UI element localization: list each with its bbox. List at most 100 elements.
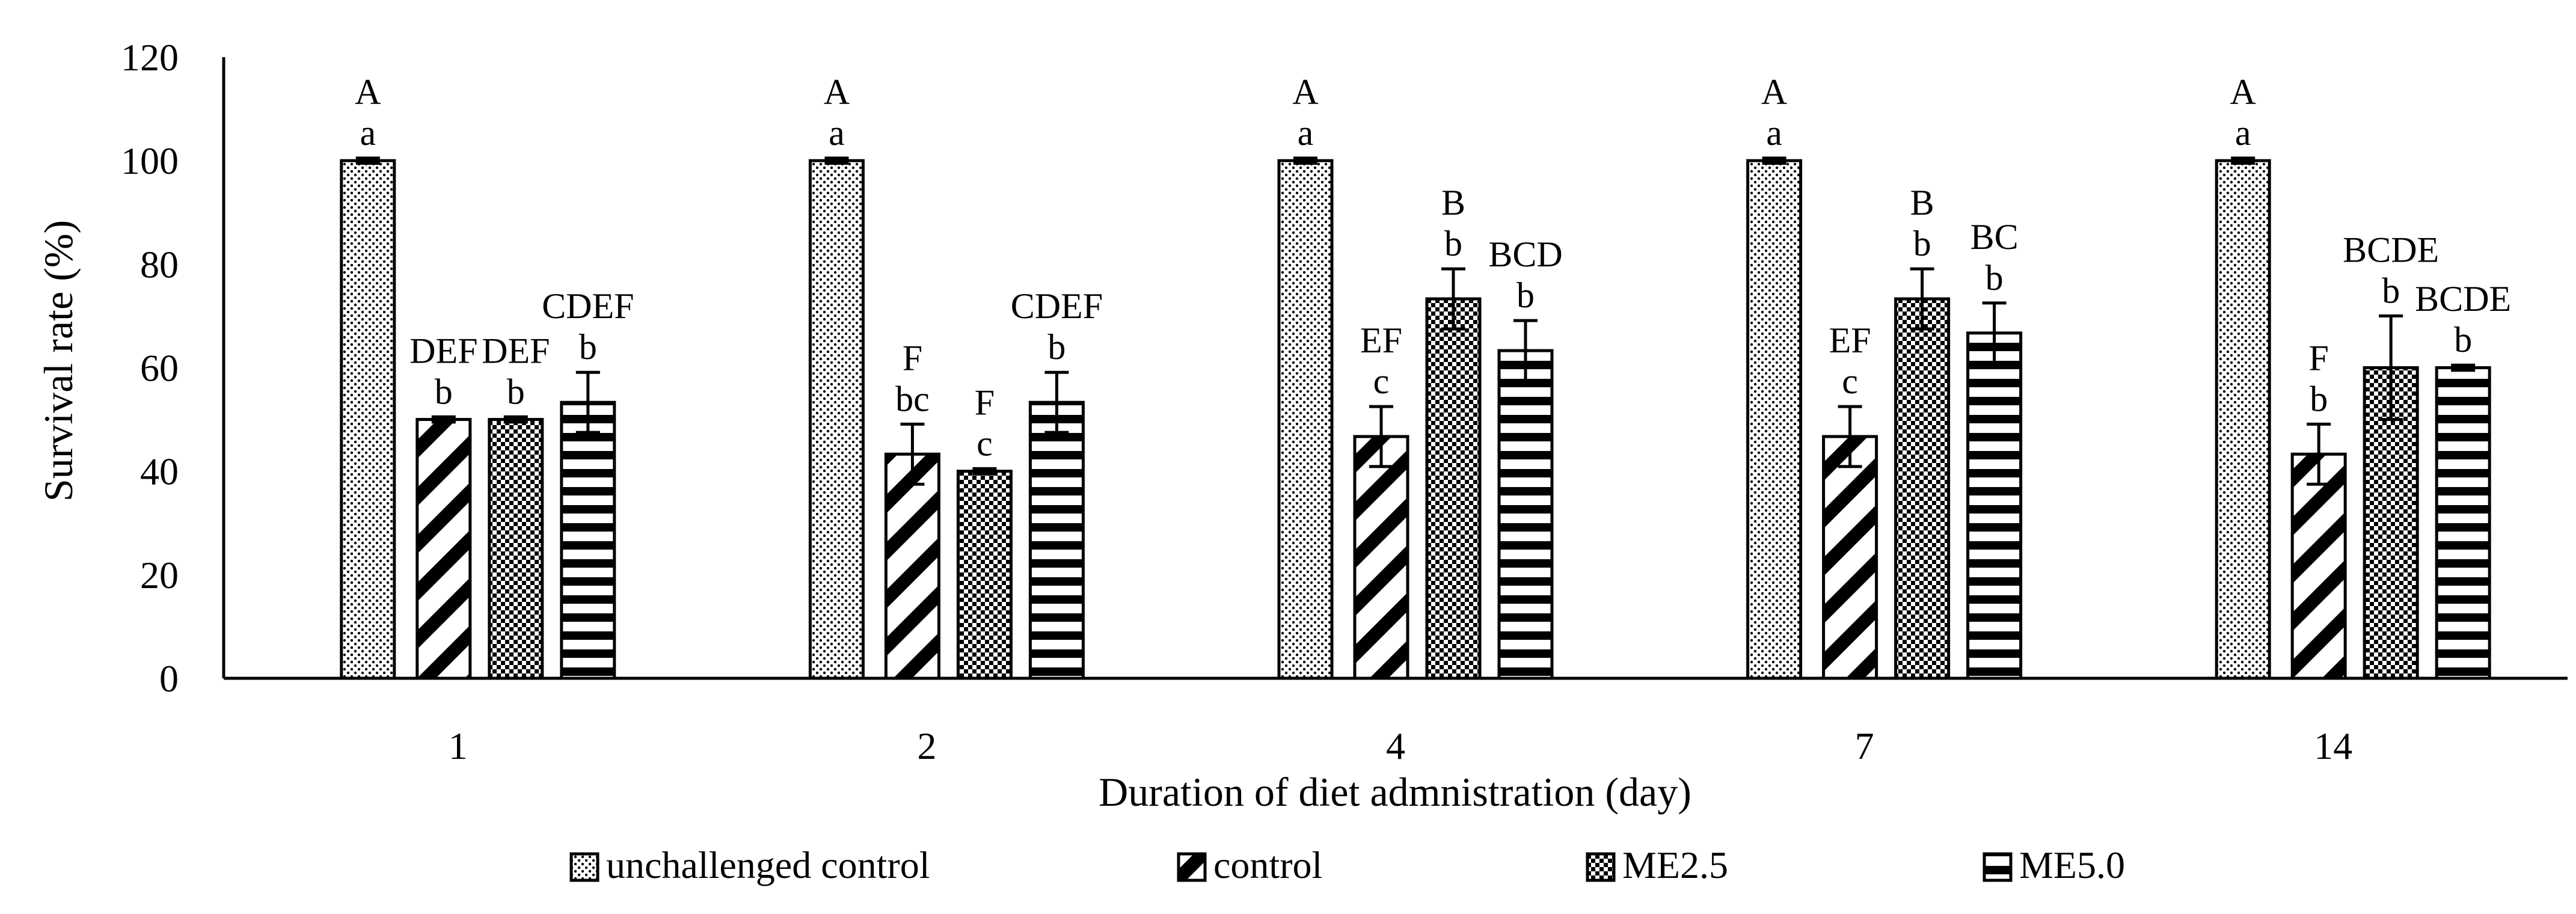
sig-label-lower: a: [360, 113, 376, 153]
bar-grid: [488, 418, 544, 680]
sig-label-upper: A: [2230, 72, 2256, 112]
y-tick-label: 0: [159, 657, 179, 700]
sig-label-lower: b: [435, 372, 453, 411]
legend-swatch: [1586, 852, 1616, 882]
bar-dots: [340, 159, 396, 680]
sig-label-upper: BCDE: [2415, 279, 2511, 319]
error-bar: [1513, 319, 1538, 382]
sig-label-lower: b: [507, 372, 525, 411]
sig-label-upper: A: [1761, 72, 1787, 112]
sig-label-lower: b: [2382, 271, 2400, 310]
legend-entry: ME5.0: [1983, 844, 2125, 886]
x-tick-label: 1: [449, 725, 468, 767]
x-tick-labels: 1 2 4 7 14: [449, 725, 2352, 767]
error-bar: [1910, 267, 1934, 331]
bar-grid: [956, 470, 1013, 680]
sig-label-upper: CDEF: [542, 286, 634, 326]
error-bar: [824, 156, 849, 165]
sig-label-upper: EF: [1829, 321, 1871, 360]
y-tick-label: 60: [140, 347, 179, 390]
sig-label-lower: b: [2310, 379, 2328, 419]
error-bar: [1044, 370, 1069, 434]
bar-diagonal: [884, 452, 940, 680]
error-bar: [1838, 405, 1862, 468]
sig-label-lower: c: [977, 423, 993, 463]
bar-dots: [2215, 159, 2271, 680]
legend-label: ME2.5: [1622, 844, 1728, 886]
x-tick-label: 7: [1855, 725, 1874, 767]
error-bar: [503, 415, 528, 424]
sig-label-lower: a: [829, 113, 845, 153]
x-tick-label: 14: [2314, 725, 2352, 767]
bar-dots: [808, 159, 865, 680]
legend-entry: unchallenged control: [569, 844, 930, 886]
y-tick-label: 120: [121, 36, 179, 79]
sig-label-lower: a: [2235, 113, 2251, 153]
sig-label-upper: F: [903, 338, 922, 378]
error-bar: [355, 156, 380, 165]
sig-label-lower: bc: [895, 379, 930, 419]
sig-label-upper: CDEF: [1011, 286, 1103, 326]
sig-label-upper: BCDE: [2343, 230, 2439, 269]
sig-label-upper: A: [355, 72, 381, 112]
error-bar: [1982, 301, 2007, 365]
bar-dots: [1746, 159, 1803, 680]
y-tick-label: 80: [140, 243, 179, 286]
sig-label-upper: EF: [1360, 321, 1402, 360]
error-bar: [2307, 422, 2331, 486]
sig-label-upper: BC: [1970, 217, 2019, 257]
legend-swatch: [1177, 852, 1207, 882]
legend: unchallenged control control ME2.5 ME5.0: [569, 844, 2125, 886]
sig-label-upper: DEF: [482, 331, 550, 370]
bar-dots: [1277, 159, 1334, 680]
bar-diagonal: [1353, 435, 1409, 680]
sig-label-lower: a: [1766, 113, 1782, 153]
bars: [340, 159, 2491, 680]
sig-label-lower: b: [1444, 224, 1462, 263]
sig-label-lower: b: [1047, 327, 1066, 367]
sig-label-upper: DEF: [409, 331, 477, 370]
y-tick-labels: 0 20 40 60 80 100 120: [121, 36, 179, 700]
sig-label-lower: b: [579, 327, 597, 367]
sig-label-lower: b: [2454, 320, 2472, 360]
sig-label-lower: a: [1298, 113, 1314, 153]
sig-label-lower: b: [1986, 258, 2004, 298]
error-bar: [2231, 156, 2256, 165]
bar-horizontal: [2435, 366, 2491, 680]
y-tick-label: 20: [140, 554, 179, 597]
sig-label-lower: c: [1373, 361, 1390, 401]
error-bars: [355, 156, 2476, 486]
sig-label-upper: BCD: [1488, 235, 1562, 274]
legend-swatch: [569, 852, 600, 882]
y-tick-label: 100: [121, 140, 179, 182]
error-bar: [2379, 314, 2403, 422]
sig-label-lower: b: [1516, 275, 1535, 315]
sig-label-upper: A: [824, 72, 850, 112]
error-bar: [1369, 405, 1393, 468]
error-bar: [2451, 363, 2476, 372]
error-bar: [1293, 156, 1317, 165]
x-tick-label: 4: [1386, 725, 1405, 767]
bar-diagonal: [2290, 452, 2347, 680]
legend-swatch: [1983, 852, 2013, 882]
bar-grid: [1894, 297, 1951, 680]
bar-horizontal: [1966, 331, 2023, 680]
error-bar: [575, 370, 600, 434]
x-axis-title: Duration of diet admnistration (day): [1099, 769, 1691, 815]
bar-horizontal: [560, 400, 616, 680]
y-tick-label: 40: [140, 450, 179, 493]
bar-horizontal: [1028, 400, 1085, 680]
error-bar: [972, 467, 997, 476]
sig-label-lower: c: [1842, 361, 1858, 401]
legend-label: ME5.0: [2019, 844, 2125, 886]
bar-horizontal: [1497, 349, 1554, 680]
error-bar: [900, 422, 925, 486]
y-axis-title: Survival rate (%): [35, 220, 81, 501]
sig-label-upper: B: [1910, 183, 1934, 222]
error-bar: [1762, 156, 1786, 165]
sig-label-upper: A: [1292, 72, 1318, 112]
sig-label-upper: F: [2309, 338, 2329, 378]
error-bar: [431, 415, 456, 424]
